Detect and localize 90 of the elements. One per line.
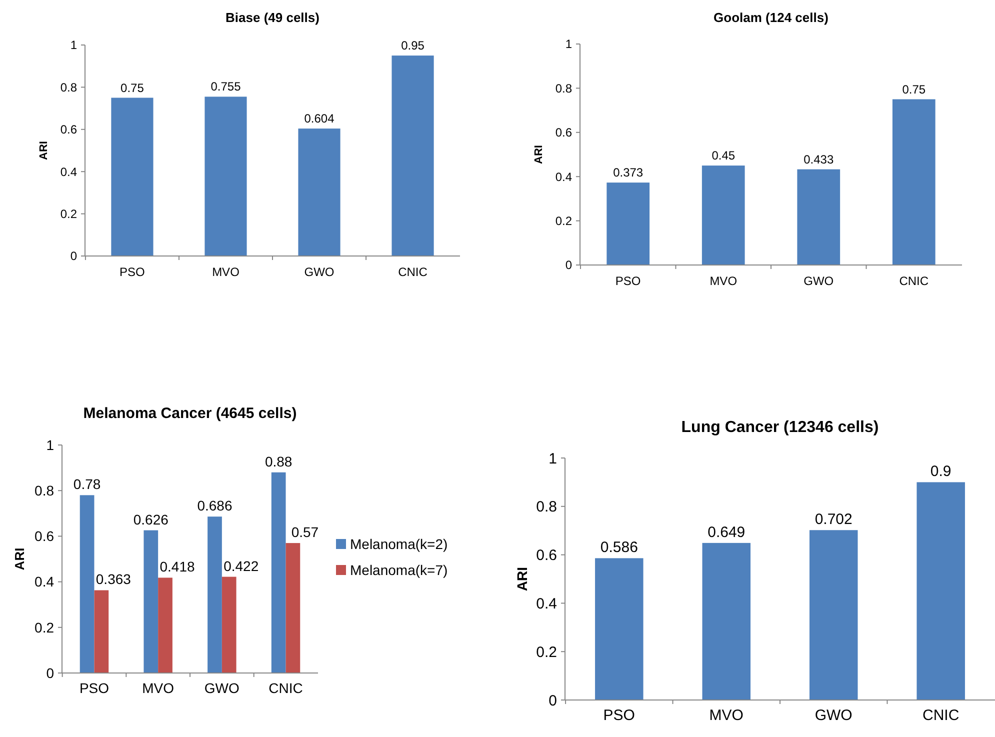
data-label: 0.755 — [210, 80, 242, 94]
bar — [298, 128, 340, 256]
x-tick-label: PSO — [603, 707, 635, 724]
y-tick-label: 0.2 — [536, 644, 557, 661]
data-label: 0.45 — [712, 148, 736, 163]
y-tick-label: 0.6 — [60, 122, 78, 137]
bar — [158, 578, 172, 673]
data-label: 0.363 — [96, 571, 132, 588]
bar — [222, 576, 236, 673]
x-tick-label: PSO — [615, 274, 641, 288]
x-tick-label: GWO — [304, 265, 334, 279]
bar — [144, 530, 158, 673]
y-tick-label: 0.6 — [34, 528, 54, 544]
data-label: 0.95 — [401, 38, 425, 53]
y-axis-title: ARI — [12, 548, 27, 570]
bar — [392, 56, 434, 256]
data-label: 0.9 — [930, 463, 952, 480]
x-tick-label: MVO — [142, 680, 174, 696]
chart-title: Goolam (124 cells) — [714, 10, 828, 25]
bar — [111, 98, 154, 256]
bar — [892, 99, 936, 265]
bar — [916, 482, 965, 700]
data-label: 0.418 — [160, 558, 195, 575]
y-axis-title: ARI — [38, 141, 50, 160]
bar — [595, 558, 644, 700]
bar — [271, 472, 286, 673]
y-tick-label: 0 — [70, 249, 78, 264]
y-tick-label: 1 — [70, 38, 78, 52]
bar — [606, 182, 650, 265]
y-tick-label: 0.2 — [34, 619, 54, 636]
data-label: 0.649 — [708, 524, 746, 541]
bar — [204, 96, 247, 256]
data-label: 0.586 — [600, 539, 638, 556]
x-tick-label: PSO — [120, 265, 145, 279]
y-tick-label: 1 — [565, 37, 572, 52]
y-tick-label: 0.8 — [555, 81, 572, 96]
y-tick-label: 0.2 — [555, 214, 572, 228]
y-tick-label: 0.8 — [536, 498, 557, 516]
data-label: 0.57 — [291, 524, 319, 540]
y-axis-title: ARI — [514, 566, 530, 592]
data-label: 0.702 — [814, 511, 852, 528]
x-tick-label: GWO — [814, 707, 852, 724]
data-label: 0.604 — [304, 112, 335, 126]
y-tick-label: 0 — [565, 258, 572, 272]
data-label: 0.422 — [224, 558, 259, 574]
y-tick-label: 1 — [548, 450, 557, 468]
y-tick-label: 0.4 — [60, 164, 78, 179]
chart-title: Lung Cancer (12346 cells) — [681, 419, 879, 436]
y-tick-label: 0.2 — [60, 207, 78, 221]
data-label: 0.75 — [120, 80, 144, 95]
x-tick-label: MVO — [709, 707, 744, 724]
x-tick-label: MVO — [212, 265, 240, 279]
bar — [94, 590, 109, 673]
x-tick-label: PSO — [79, 680, 110, 696]
data-label: 0.626 — [133, 511, 169, 528]
data-label: 0.75 — [902, 82, 926, 96]
x-tick-label: CNIC — [398, 265, 428, 279]
legend-label: Melanoma(k=7) — [350, 562, 448, 578]
bar — [797, 169, 840, 265]
bar — [80, 495, 94, 673]
data-label: 0.88 — [264, 453, 292, 470]
x-tick-label: CNIC — [899, 274, 929, 288]
data-label: 0.373 — [613, 166, 644, 180]
x-tick-label: MVO — [710, 274, 738, 288]
y-tick-label: 0.8 — [60, 80, 78, 94]
y-tick-label: 0.6 — [555, 126, 572, 140]
bar — [286, 543, 300, 673]
y-tick-label: 0.8 — [34, 482, 54, 498]
bar — [208, 516, 222, 673]
data-label: 0.686 — [197, 498, 232, 514]
y-tick-label: 1 — [46, 436, 54, 453]
y-tick-label: 0.4 — [555, 170, 572, 184]
data-label: 0.433 — [804, 152, 834, 166]
y-tick-label: 0.6 — [536, 547, 557, 564]
y-tick-label: 0 — [46, 664, 54, 681]
y-tick-label: 0 — [548, 692, 557, 710]
y-axis-title: ARI — [533, 145, 545, 164]
chart-title: Biase (49 cells) — [226, 10, 320, 25]
data-label: 0.78 — [73, 476, 101, 492]
bar — [702, 166, 745, 265]
x-tick-label: CNIC — [268, 680, 303, 696]
y-tick-label: 0.4 — [34, 574, 54, 590]
legend-label: Melanoma(k=2) — [350, 536, 448, 552]
x-tick-label: GWO — [204, 680, 240, 696]
bar — [809, 530, 858, 700]
bar — [702, 542, 751, 700]
x-tick-label: CNIC — [922, 707, 960, 724]
y-tick-label: 0.4 — [536, 595, 557, 612]
x-tick-label: GWO — [804, 274, 834, 288]
chart-title: Melanoma Cancer (4645 cells) — [83, 405, 297, 422]
